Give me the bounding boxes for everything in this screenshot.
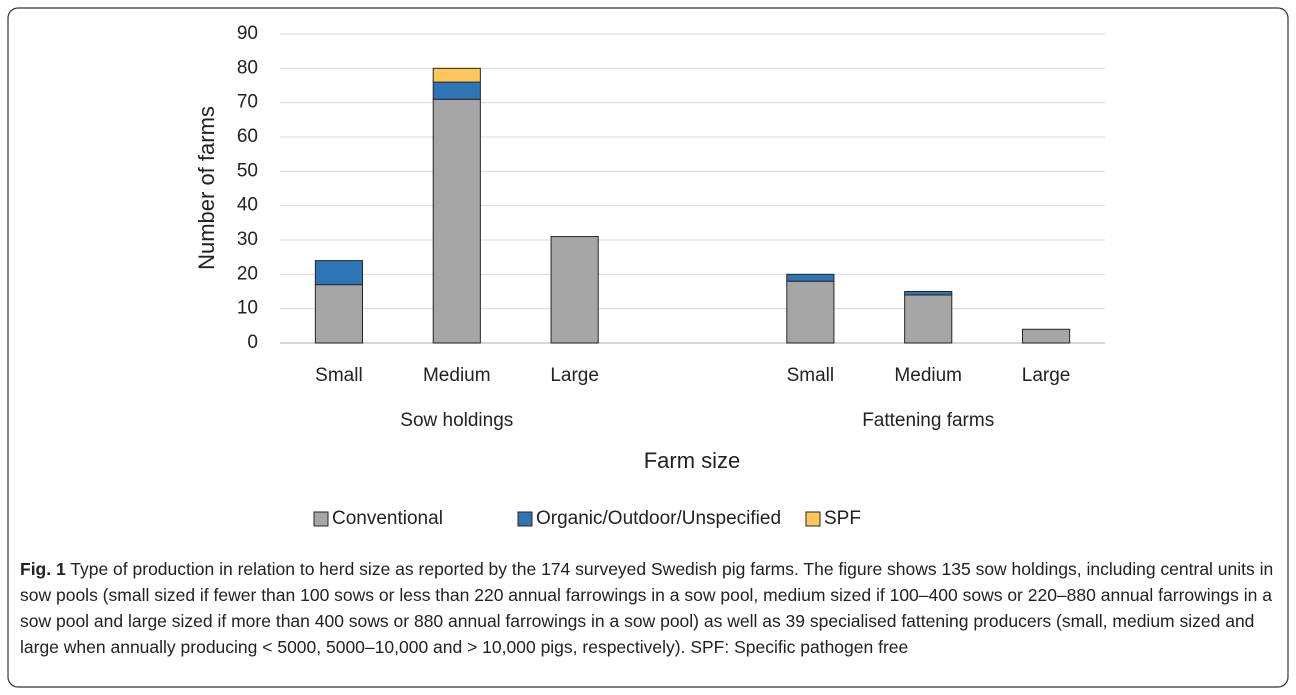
x-tick-label: Small bbox=[787, 365, 835, 386]
bar-segment bbox=[314, 284, 364, 344]
x-axis-title: Farm size bbox=[644, 448, 741, 473]
legend-label: Organic/Outdoor/Unspecified bbox=[536, 508, 781, 529]
bar-segment bbox=[432, 67, 481, 83]
bar-segment bbox=[786, 280, 835, 344]
legend-label: SPF bbox=[824, 508, 861, 529]
caption-label: Fig. 1 bbox=[20, 559, 66, 579]
caption-text: Type of production in relation to herd s… bbox=[20, 559, 1274, 657]
legend-swatch bbox=[805, 511, 821, 527]
x-tick-label: Small bbox=[315, 365, 363, 386]
y-tick-label: 50 bbox=[237, 160, 258, 181]
y-tick-label: 40 bbox=[237, 195, 258, 216]
bar-segment bbox=[904, 294, 953, 344]
bar-segment bbox=[904, 291, 953, 296]
caption: Fig. 1 Type of production in relation to… bbox=[20, 556, 1278, 660]
frame bbox=[7, 7, 1289, 688]
y-axis-title: Number of farms bbox=[194, 106, 219, 270]
y-tick-label: 30 bbox=[237, 229, 258, 250]
x-tick-label: Medium bbox=[894, 365, 962, 386]
y-tick-label: 0 bbox=[247, 332, 258, 353]
group-label: Fattening farms bbox=[862, 410, 994, 431]
y-tick-label: 70 bbox=[237, 92, 258, 113]
group-label: Sow holdings bbox=[400, 410, 513, 431]
legend-swatch bbox=[517, 511, 533, 527]
legend-swatch bbox=[313, 511, 329, 527]
legend-label: Conventional bbox=[332, 508, 443, 529]
bar-segment bbox=[786, 273, 835, 282]
x-tick-label: Large bbox=[550, 365, 599, 386]
x-tick-label: Medium bbox=[423, 365, 491, 386]
y-tick-label: 60 bbox=[237, 126, 258, 147]
y-tick-label: 90 bbox=[237, 23, 258, 44]
bar-segment bbox=[1022, 328, 1071, 344]
bar-segment bbox=[314, 260, 364, 286]
y-tick-label: 10 bbox=[237, 298, 258, 319]
bar-segment bbox=[432, 81, 481, 100]
y-tick-label: 80 bbox=[237, 57, 258, 78]
bar-segment bbox=[550, 236, 599, 344]
x-tick-label: Large bbox=[1022, 365, 1071, 386]
y-tick-label: 20 bbox=[237, 263, 258, 284]
bar-segment bbox=[432, 98, 481, 344]
